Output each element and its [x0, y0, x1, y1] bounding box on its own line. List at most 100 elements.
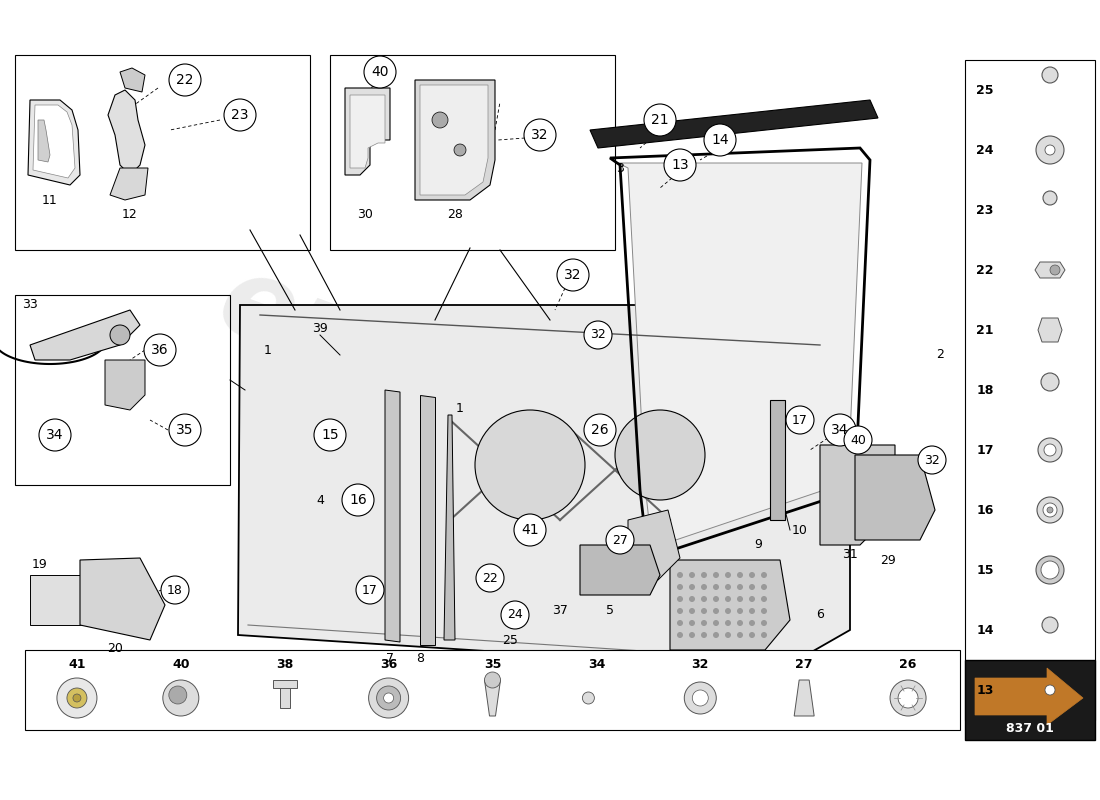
Text: 5: 5: [606, 603, 614, 617]
Text: 29: 29: [880, 554, 895, 566]
Text: 1: 1: [456, 402, 464, 414]
Circle shape: [73, 694, 81, 702]
Circle shape: [689, 620, 695, 626]
Circle shape: [39, 419, 72, 451]
Circle shape: [749, 632, 755, 638]
Polygon shape: [30, 575, 82, 625]
Text: 10: 10: [792, 523, 807, 537]
Circle shape: [725, 584, 732, 590]
Circle shape: [689, 584, 695, 590]
Circle shape: [725, 632, 732, 638]
Polygon shape: [28, 100, 80, 185]
Polygon shape: [108, 90, 145, 175]
Text: 17: 17: [362, 583, 378, 597]
Circle shape: [676, 608, 683, 614]
Circle shape: [761, 608, 767, 614]
Polygon shape: [855, 455, 935, 540]
Text: 32: 32: [924, 454, 939, 466]
Circle shape: [169, 414, 201, 446]
Circle shape: [689, 632, 695, 638]
Circle shape: [368, 678, 408, 718]
Text: 11: 11: [42, 194, 58, 206]
Text: eurocars: eurocars: [205, 246, 756, 534]
Text: 17: 17: [792, 414, 807, 426]
Text: 33: 33: [22, 298, 37, 311]
Text: 4: 4: [316, 494, 323, 506]
Text: 6: 6: [816, 609, 824, 622]
Text: 35: 35: [176, 423, 194, 437]
Text: 17: 17: [977, 443, 993, 457]
Text: 32: 32: [590, 329, 606, 342]
Circle shape: [1045, 145, 1055, 155]
Circle shape: [749, 620, 755, 626]
Text: 34: 34: [587, 658, 605, 670]
Polygon shape: [110, 168, 148, 200]
Circle shape: [713, 584, 719, 590]
Circle shape: [761, 584, 767, 590]
Circle shape: [163, 680, 199, 716]
Circle shape: [342, 484, 374, 516]
Circle shape: [514, 514, 546, 546]
Text: 25: 25: [502, 634, 518, 646]
Circle shape: [701, 608, 707, 614]
Polygon shape: [39, 120, 50, 162]
Circle shape: [713, 632, 719, 638]
Polygon shape: [770, 400, 785, 520]
Circle shape: [676, 632, 683, 638]
Circle shape: [761, 620, 767, 626]
Circle shape: [737, 620, 742, 626]
Text: 22: 22: [176, 73, 194, 87]
Circle shape: [1036, 556, 1064, 584]
Polygon shape: [273, 680, 297, 688]
Circle shape: [701, 632, 707, 638]
Polygon shape: [590, 100, 878, 148]
Circle shape: [224, 99, 256, 131]
Circle shape: [432, 112, 448, 128]
Circle shape: [737, 584, 742, 590]
Text: 25: 25: [977, 83, 993, 97]
Circle shape: [584, 321, 612, 349]
Text: 7: 7: [386, 651, 394, 665]
Circle shape: [364, 56, 396, 88]
Circle shape: [689, 608, 695, 614]
Text: 24: 24: [507, 609, 522, 622]
Bar: [965, 60, 1094, 720]
Circle shape: [314, 419, 346, 451]
Circle shape: [1037, 497, 1063, 523]
Bar: [330, 55, 615, 250]
Circle shape: [701, 620, 707, 626]
Circle shape: [737, 632, 742, 638]
Text: 22: 22: [977, 263, 993, 277]
Text: 15: 15: [977, 563, 993, 577]
Circle shape: [676, 584, 683, 590]
Polygon shape: [628, 510, 680, 580]
Text: 9: 9: [755, 538, 762, 551]
Circle shape: [57, 678, 97, 718]
Text: a passion for parts since 1985: a passion for parts since 1985: [250, 443, 711, 537]
Circle shape: [890, 680, 926, 716]
Text: 41: 41: [68, 658, 86, 670]
Circle shape: [169, 64, 201, 96]
Text: 18: 18: [167, 583, 183, 597]
Circle shape: [1036, 136, 1064, 164]
Circle shape: [1050, 265, 1060, 275]
Circle shape: [1041, 373, 1059, 391]
Polygon shape: [33, 105, 75, 178]
Text: 41: 41: [521, 523, 539, 537]
Circle shape: [725, 572, 732, 578]
Circle shape: [676, 620, 683, 626]
Text: 32: 32: [531, 128, 549, 142]
Circle shape: [356, 576, 384, 604]
Circle shape: [584, 414, 616, 446]
Circle shape: [615, 410, 705, 500]
Circle shape: [725, 596, 732, 602]
Circle shape: [1044, 444, 1056, 456]
Circle shape: [725, 620, 732, 626]
Text: 38: 38: [276, 658, 294, 670]
Circle shape: [701, 596, 707, 602]
Text: 30: 30: [358, 209, 373, 222]
Circle shape: [1043, 503, 1057, 517]
Polygon shape: [820, 445, 895, 545]
Text: 23: 23: [231, 108, 249, 122]
Circle shape: [454, 144, 466, 156]
